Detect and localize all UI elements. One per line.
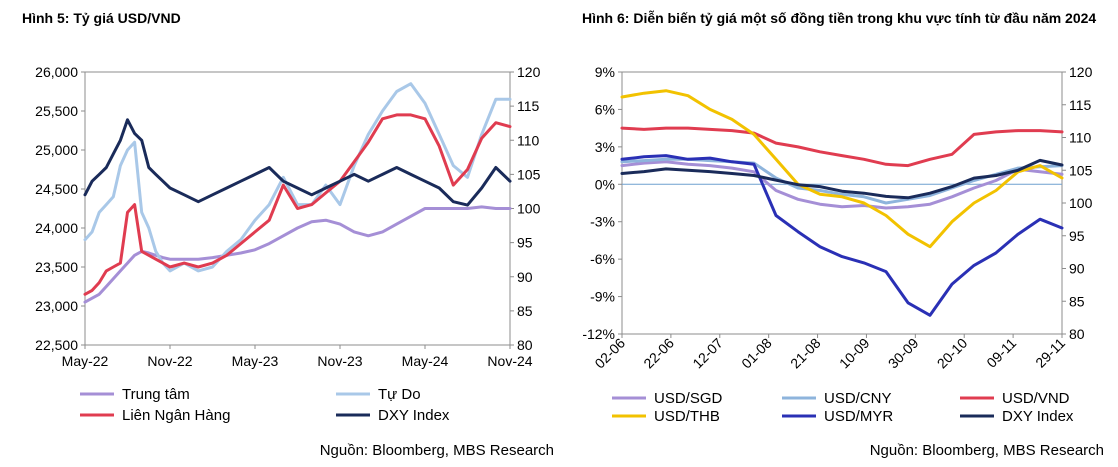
series-line-usd-vnd — [620, 126, 1064, 168]
x-tick-label: 09-11 — [983, 335, 1019, 371]
series-line-usd-myr — [620, 154, 1064, 317]
x-tick-label: 01-08 — [738, 335, 775, 372]
right-source-note: Nguồn: Bloomberg, MBS Research — [869, 442, 1104, 459]
y-right-tick-label: 115 — [517, 98, 540, 114]
series-line-trung-t-m — [83, 205, 512, 304]
x-tick-label: Nov-23 — [317, 353, 362, 369]
y-right-tick-label: 80 — [517, 337, 533, 353]
y-left-tick-label: -6% — [590, 251, 615, 267]
y-left-tick-label: 25,000 — [35, 142, 78, 158]
y-right-tick-label: 95 — [517, 235, 533, 251]
y-right-tick-label: 100 — [1069, 195, 1093, 211]
series-line-li-n-ng-n-h-ng — [83, 113, 512, 296]
y-right-tick-label: 80 — [1069, 326, 1085, 342]
x-tick-label: 30-09 — [885, 335, 922, 372]
x-tick-label: 12-07 — [689, 335, 726, 372]
y-right-tick-label: 100 — [517, 201, 541, 217]
legend-label-dxy-index: DXY Index — [378, 407, 450, 424]
left-source-note: Nguồn: Bloomberg, MBS Research — [319, 442, 554, 459]
y-left-tick-label: 0% — [595, 176, 615, 192]
legend-label-usd-thb: USD/THB — [654, 408, 720, 425]
y-right-tick-label: 105 — [517, 166, 541, 182]
legend-label-usd-cny: USD/CNY — [824, 390, 892, 407]
y-right-tick-label: 105 — [1069, 162, 1093, 178]
x-tick-label: 21-08 — [787, 335, 824, 372]
y-left-tick-label: 23,500 — [35, 259, 78, 275]
legend-label-usd-vnd: USD/VND — [1002, 390, 1070, 407]
x-tick-label: Nov-22 — [147, 353, 192, 369]
right-chart-title: Hình 6: Diễn biến tỷ giá một số đồng tiề… — [582, 10, 1097, 26]
y-left-tick-label: 25,500 — [35, 103, 78, 119]
x-tick-label: 22-06 — [640, 335, 677, 372]
series-line-usd-sgd — [620, 160, 1064, 210]
x-tick-label: May-22 — [62, 353, 109, 369]
series-line-usd-thb — [620, 89, 1064, 249]
legend-label-li-n-ng-n-h-ng: Liên Ngân Hàng — [122, 407, 230, 424]
series-line-dxy-index — [83, 118, 512, 207]
x-tick-label: May-24 — [402, 353, 449, 369]
y-left-tick-label: 6% — [595, 101, 615, 117]
y-right-tick-label: 120 — [1069, 64, 1093, 80]
x-tick-label: 29-11 — [1032, 335, 1068, 371]
y-left-tick-label: -3% — [590, 214, 615, 230]
y-left-tick-label: 23,000 — [35, 298, 78, 314]
legend-label-usd-sgd: USD/SGD — [654, 390, 723, 407]
y-left-tick-label: 24,000 — [35, 220, 78, 236]
y-right-tick-label: 110 — [517, 132, 540, 148]
legend-label-t-do: Tự Do — [378, 386, 421, 403]
series-line-dxy-index — [620, 158, 1064, 200]
y-right-tick-label: 95 — [1069, 228, 1085, 244]
y-right-tick-label: 90 — [1069, 261, 1085, 277]
y-left-tick-label: 3% — [595, 139, 615, 155]
series-line-t-do — [83, 82, 512, 273]
x-tick-label: 20-10 — [934, 335, 971, 372]
x-tick-label: May-23 — [232, 353, 279, 369]
usd-vnd-chart: 22,500 23,000 23,500 24,000 24,500 25,000 25,5… — [35, 64, 541, 424]
y-right-tick-label: 120 — [517, 64, 541, 80]
legend-label-trung-t-m: Trung tâm — [122, 386, 190, 403]
left-chart-title: Hình 5: Tỷ giá USD/VND — [22, 10, 181, 26]
y-left-tick-label: 22,500 — [35, 337, 78, 353]
y-right-tick-label: 85 — [1069, 293, 1085, 309]
y-left-tick-label: 9% — [595, 64, 615, 80]
y-right-tick-label: 115 — [1069, 97, 1092, 113]
y-left-tick-label: 24,500 — [35, 181, 78, 197]
y-left-tick-label: -12% — [582, 326, 615, 342]
x-tick-label: 10-09 — [836, 335, 873, 372]
y-left-tick-label: -9% — [590, 289, 615, 305]
y-left-tick-label: 26,000 — [35, 64, 78, 80]
y-right-tick-label: 85 — [517, 303, 533, 319]
legend-label-dxy-index: DXY Index — [1002, 408, 1074, 425]
legend-label-usd-myr: USD/MYR — [824, 408, 893, 425]
plot-frame — [621, 71, 1063, 335]
y-right-tick-label: 110 — [1069, 130, 1092, 146]
y-right-tick-label: 90 — [517, 269, 533, 285]
x-tick-label: Nov-24 — [487, 353, 532, 369]
